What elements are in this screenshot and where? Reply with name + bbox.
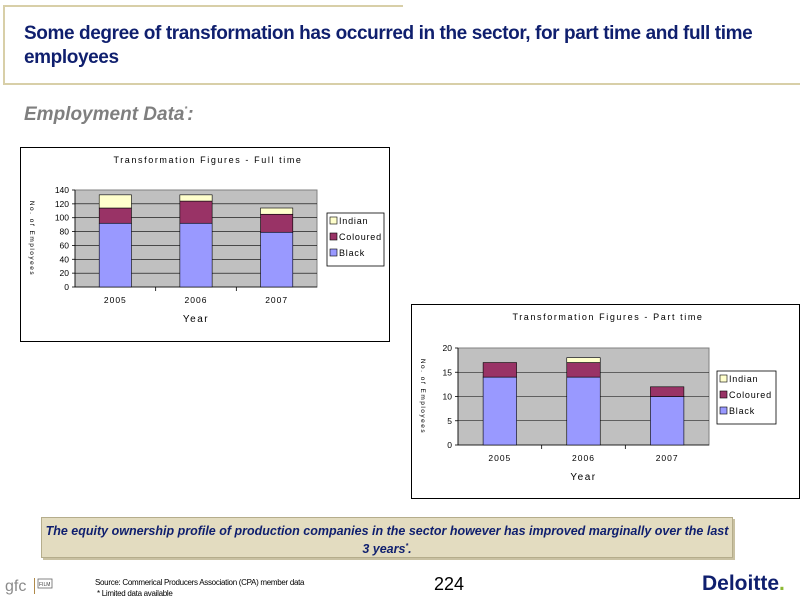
footnote-line: * Limited data available xyxy=(97,589,173,598)
y-tick-label: 0 xyxy=(64,282,69,292)
bar-black-2005 xyxy=(482,376,517,446)
bar-indian-2006 xyxy=(179,194,213,202)
source-note: Source: Commerical Producers Association… xyxy=(95,577,305,599)
y-tick-label: 120 xyxy=(55,199,69,209)
bar-indian-2006 xyxy=(566,357,601,363)
brand-name: Deloitte xyxy=(702,572,780,595)
chart-title: Transformation Figures - Part time xyxy=(512,312,703,322)
bar-black-2007 xyxy=(260,231,294,288)
x-tick-label: 2005 xyxy=(104,295,127,305)
legend-label-coloured: Coloured xyxy=(339,232,382,242)
bar-coloured-2005 xyxy=(482,362,517,378)
y-tick-label: 140 xyxy=(55,185,69,195)
y-tick-label: 20 xyxy=(60,268,70,278)
source-line: Source: Commerical Producers Association… xyxy=(95,578,305,587)
legend-swatch-black xyxy=(329,248,338,257)
chart-part-time: Transformation Figures - Part time 0 5 10 15… xyxy=(411,304,800,499)
bar-black-2007 xyxy=(650,396,685,446)
legend-label-indian: Indian xyxy=(339,216,368,226)
section-subtitle: Employment Data*: xyxy=(24,104,194,126)
callout-box: The equity ownership profile of producti… xyxy=(41,517,733,558)
bar-black-2006 xyxy=(179,222,213,288)
subtitle-colon: : xyxy=(187,104,194,125)
legend-swatch-coloured xyxy=(719,390,728,399)
x-tick-label: 2006 xyxy=(185,295,208,305)
x-tick-label: 2007 xyxy=(265,295,288,305)
bar-coloured-2006 xyxy=(566,362,601,378)
chart-full-svg: Transformation Figures - Full time 0 20 40 6… xyxy=(28,155,385,325)
chart-title: Transformation Figures - Full time xyxy=(113,155,302,165)
legend-swatch-indian xyxy=(719,374,728,383)
x-axis-label: Year xyxy=(570,472,596,483)
legend-swatch-coloured xyxy=(329,232,338,241)
bar-black-2006 xyxy=(566,376,601,446)
chart-part-svg: Transformation Figures - Part time 0 5 10 15… xyxy=(419,312,777,483)
y-tick-label: 80 xyxy=(60,227,70,237)
y-tick-label: 10 xyxy=(443,392,453,402)
bar-indian-2005 xyxy=(98,194,132,209)
legend-swatch-black xyxy=(719,406,728,415)
legend-label-black: Black xyxy=(339,248,365,258)
gfc-logo-sub: FILM xyxy=(39,582,50,588)
x-axis-label: Year xyxy=(183,314,209,325)
deloitte-logo: Deloitte. xyxy=(702,572,785,596)
callout-end: . xyxy=(408,542,412,557)
legend-label-coloured: Coloured xyxy=(729,390,772,400)
x-tick-label: 2006 xyxy=(572,453,595,463)
x-tick-label: 2005 xyxy=(488,453,511,463)
y-tick-label: 5 xyxy=(447,416,452,426)
bar-indian-2007 xyxy=(260,207,294,215)
slide-title: Some degree of transformation has occurr… xyxy=(24,23,753,68)
brand-dot: . xyxy=(779,572,785,595)
gfc-logo-text: gfc xyxy=(5,578,26,595)
title-frame xyxy=(3,5,800,85)
y-tick-label: 20 xyxy=(443,343,453,353)
bar-coloured-2006 xyxy=(179,200,213,224)
bar-coloured-2005 xyxy=(98,207,132,224)
title-rule-top xyxy=(3,5,403,7)
legend-label-indian: Indian xyxy=(729,374,758,384)
legend-label-black: Black xyxy=(729,406,755,416)
legend-swatch-indian xyxy=(329,216,338,225)
subtitle-text: Employment Data xyxy=(24,104,185,125)
y-tick-label: 60 xyxy=(60,240,70,250)
bar-coloured-2007 xyxy=(650,386,685,397)
y-axis-label: No. of Employees xyxy=(28,201,35,276)
y-axis-label: No. of Employees xyxy=(419,359,426,434)
y-tick-label: 40 xyxy=(60,254,70,264)
bar-black-2005 xyxy=(98,222,132,288)
x-tick-label: 2007 xyxy=(656,453,679,463)
chart-full-time: Transformation Figures - Full time 0 20 40 6… xyxy=(20,147,390,342)
callout-text: The equity ownership profile of producti… xyxy=(45,524,729,557)
y-tick-label: 0 xyxy=(447,440,452,450)
gfc-logo: gfc FILM xyxy=(4,575,64,597)
y-tick-label: 100 xyxy=(55,213,69,223)
callout-marker: * xyxy=(405,543,409,550)
bar-coloured-2007 xyxy=(260,213,294,233)
subtitle-marker: * xyxy=(184,106,188,113)
y-tick-label: 15 xyxy=(443,367,453,377)
title-rule-bottom xyxy=(3,83,800,85)
page-number: 224 xyxy=(434,574,465,594)
title-rule-left xyxy=(3,5,5,85)
